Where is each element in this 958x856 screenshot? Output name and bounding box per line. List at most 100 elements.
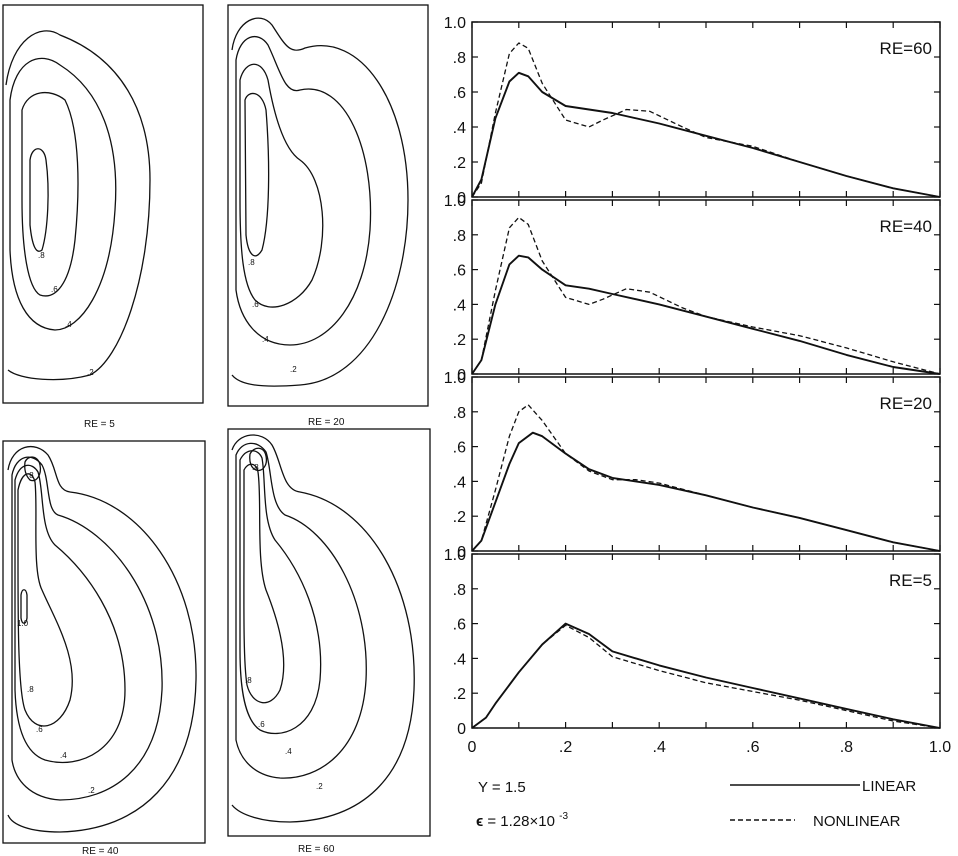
contour-line-0.4	[235, 442, 367, 779]
profile-panel: 0 .2 .4 .6 .8 1.0 RE=5	[444, 547, 941, 738]
contour-caption: RE = 20	[308, 417, 345, 428]
profile-plots: 0 .2 .4 .6 .8 1.0 RE=60 0 .2 .4 .6 .8 1.0 RE=40 0 .2 .4.…	[444, 15, 951, 756]
contour-line-0.6	[21, 91, 79, 297]
contour-level-label: .6	[51, 285, 58, 294]
contour-line-0.6	[239, 63, 324, 308]
panel-label: RE=60	[880, 39, 932, 58]
epsilon-symbol: ϵ	[476, 813, 483, 830]
y-tick-label: .2	[453, 155, 466, 172]
y-tick-label: .6	[453, 85, 466, 102]
y-tick-label: .2	[453, 509, 466, 526]
contour-frame	[2, 440, 206, 844]
x-tick-label: 0	[468, 739, 477, 756]
y-tick-label: .6	[453, 617, 466, 634]
series-line-nonlinear	[471, 404, 941, 552]
contour-line-0.6	[239, 450, 322, 735]
epsilon-value: = 1.28×10	[487, 813, 555, 830]
profile-panel: 0 .2 .4 .6 .8 1.0 RE=60	[444, 15, 941, 207]
contour-panel-re40: .2 .4 .6 .8 1.0 .8 RE = 40	[2, 440, 206, 856]
contour-level-label: .2	[88, 786, 95, 795]
contour-line-0.4	[9, 57, 117, 331]
x-tick-label: 1.0	[929, 739, 951, 756]
contour-level-label: .6	[36, 725, 43, 734]
y-tick-label: .8	[453, 228, 466, 245]
y-tick-label: .2	[453, 332, 466, 349]
contour-level-label: .2	[290, 365, 297, 374]
x-tick-label: .4	[653, 739, 666, 756]
contour-level-label: .4	[60, 751, 67, 760]
contour-level-label: .8	[252, 463, 259, 472]
contour-line-0.8	[29, 148, 49, 252]
panel-label: RE=40	[880, 217, 932, 236]
contour-level-label: .2	[87, 368, 94, 377]
y-tick-label: 1.0	[444, 193, 466, 210]
y-tick-label: 1.0	[444, 547, 466, 564]
series-line-linear	[471, 254, 941, 375]
contour-level-label: .2	[316, 782, 323, 791]
panel-frame	[471, 199, 941, 375]
contour-level-label: .6	[252, 300, 259, 309]
contour-line-0.4	[235, 35, 372, 346]
contour-panel-re5: .2 .4 .6 .8 RE = 5	[2, 4, 204, 430]
y-tick-label: .4	[453, 120, 466, 137]
contour-panel-re20: .2 .4 .6 .8 RE = 20	[227, 4, 429, 428]
contour-level-label: .4	[285, 747, 292, 756]
legend: LINEAR NONLINEAR	[730, 778, 916, 830]
y-tick-label: .8	[453, 50, 466, 67]
series-line-linear	[471, 431, 941, 552]
panel-frame	[471, 553, 941, 729]
y-tick-label: 0	[457, 190, 466, 207]
contour-line-0.2	[231, 17, 409, 387]
y-tick-label: 1.0	[444, 15, 466, 32]
x-tick-label: .2	[559, 739, 572, 756]
contour-line-0.2	[231, 434, 415, 823]
y-value-note: Y = 1.5	[478, 779, 526, 796]
y-tick-label: .4	[453, 297, 466, 314]
x-tick-label: .8	[840, 739, 853, 756]
contour-line-0.4	[11, 456, 163, 801]
legend-label-nonlinear: NONLINEAR	[813, 813, 901, 830]
profile-panel: 0 .2 .4 .6 .8 1.0 RE=20	[444, 370, 941, 561]
series-line-linear	[471, 622, 941, 729]
contour-line-0.8-core	[24, 456, 42, 482]
contour-line-0.6	[14, 464, 126, 764]
contour-caption: RE = 40	[82, 846, 119, 856]
contour-frame	[2, 4, 204, 404]
contour-level-label: .8	[27, 471, 34, 480]
panel-label: RE=20	[880, 394, 932, 413]
contour-frame	[227, 428, 431, 837]
x-tick-label: .6	[746, 739, 759, 756]
series-line-linear	[471, 71, 941, 198]
contour-line-0.2	[7, 446, 197, 833]
series-line-nonlinear	[471, 42, 941, 198]
contour-level-label: .8	[27, 685, 34, 694]
contour-level-label: .6	[258, 720, 265, 729]
contour-line-0.8	[244, 92, 270, 257]
y-tick-label: 1.0	[444, 370, 466, 387]
contour-level-label: .4	[262, 335, 269, 344]
contour-level-label: .8	[38, 251, 45, 260]
contour-level-label: 1.0	[17, 619, 29, 628]
contour-frame	[227, 4, 429, 407]
contour-line-1.0	[20, 589, 28, 624]
y-tick-label: 0	[457, 367, 466, 384]
series-line-nonlinear	[471, 624, 941, 729]
y-tick-label: .4	[453, 651, 466, 668]
y-tick-label: .2	[453, 686, 466, 703]
epsilon-exponent: -3	[559, 811, 568, 822]
y-tick-label: .4	[453, 474, 466, 491]
contour-level-label: .8	[245, 676, 252, 685]
panel-frame	[471, 376, 941, 552]
contour-line-0.8-core	[249, 447, 268, 472]
contour-level-label: .4	[65, 320, 72, 329]
legend-label-linear: LINEAR	[862, 778, 916, 795]
y-tick-label: 0	[457, 721, 466, 738]
contour-caption: RE = 60	[298, 844, 335, 855]
contour-level-label: .8	[248, 258, 255, 267]
y-tick-label: .6	[453, 440, 466, 457]
epsilon-note: ϵ = 1.28×10 -3	[476, 811, 568, 830]
contour-line-0.8	[243, 463, 285, 704]
y-tick-label: .6	[453, 263, 466, 280]
y-tick-label: 0	[457, 544, 466, 561]
